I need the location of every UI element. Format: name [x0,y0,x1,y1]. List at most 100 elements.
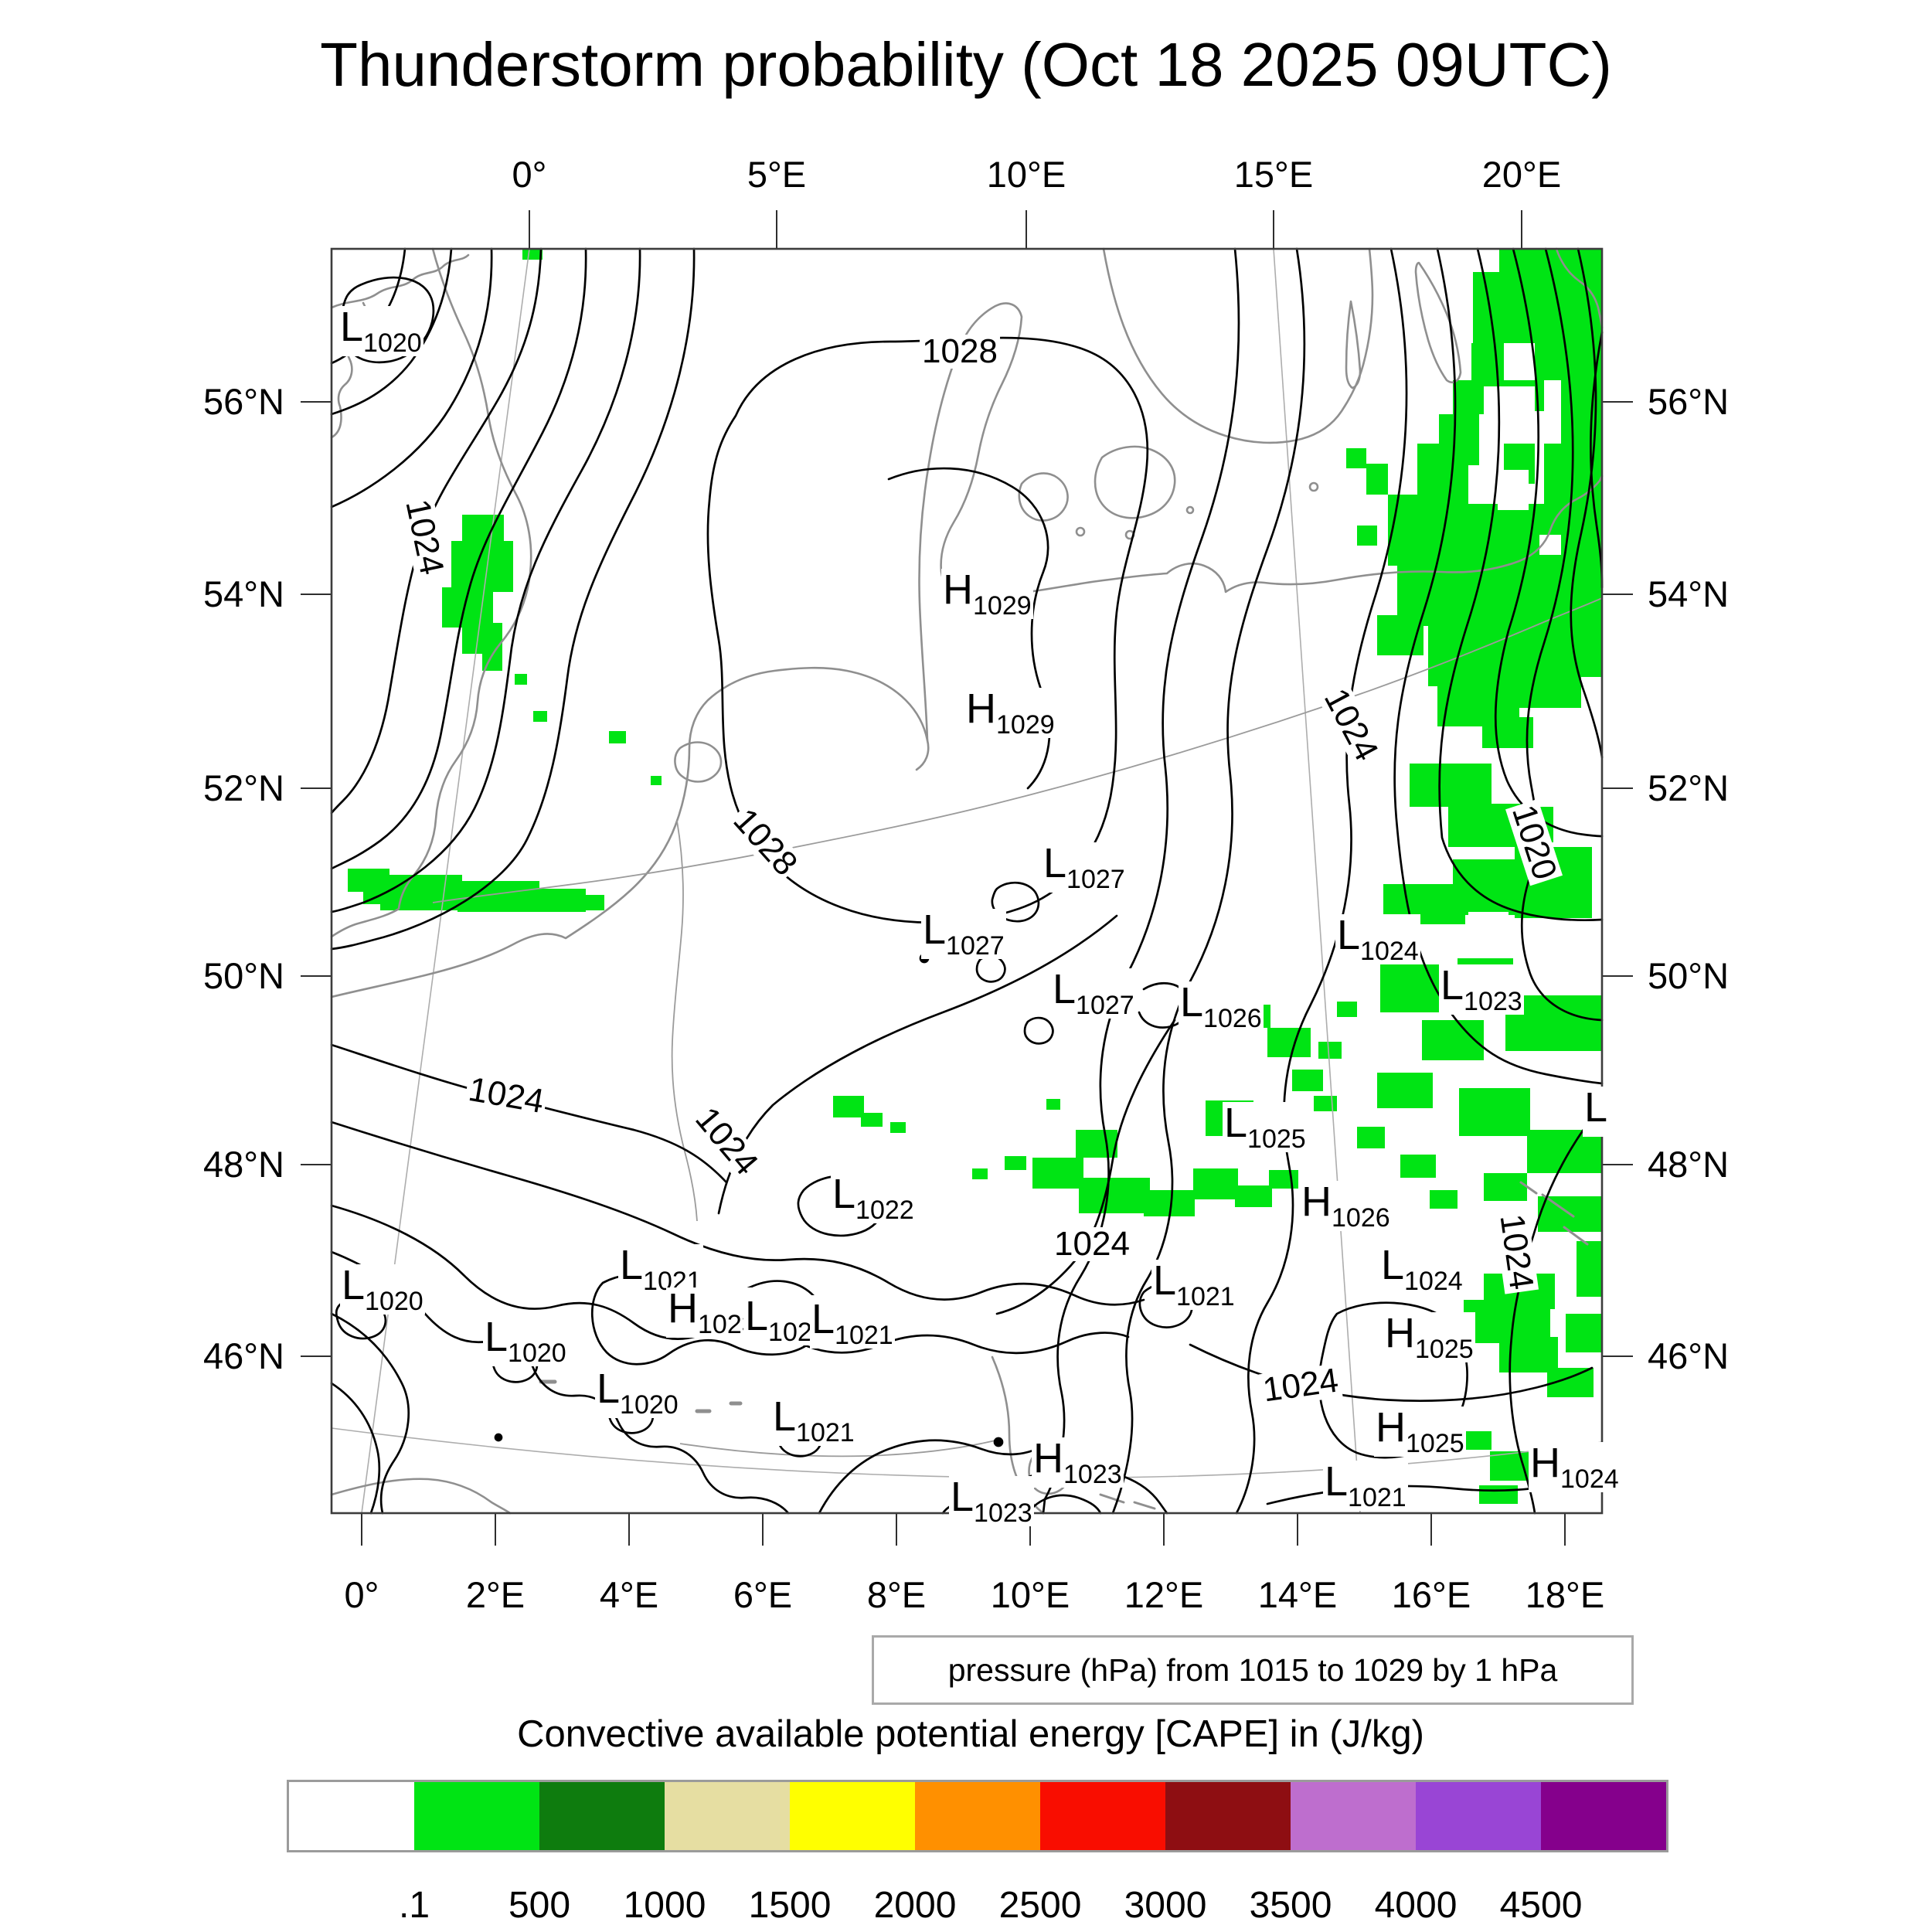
pressure-center-letter: L [340,304,364,350]
pressure-center-label: L1020 [340,1264,425,1315]
pressure-center-value: 1020 [363,328,422,358]
cape-colorbar-cell [289,1782,414,1850]
cape-colorbar-tick-label: 500 [508,1885,571,1926]
pressure-center-value: 1027 [1076,991,1134,1020]
cape-colorbar-cell [915,1782,1040,1850]
right-axis-label: 48°N [1648,1144,1730,1185]
top-axis-label: 15°E [1233,154,1314,195]
pressure-center-label: L1021 [771,1396,856,1446]
pressure-center-value: 1024 [1360,937,1419,966]
cape-colorbar-cell [665,1782,790,1850]
pressure-center-label: L1020 [595,1368,680,1418]
pressure-center-label: L1023 [1439,964,1524,1015]
pressure-center-value: 1020 [620,1390,679,1420]
left-axis-label: 56°N [202,381,284,422]
pressure-center-label: H1025 [1383,1312,1475,1362]
pressure-center-label: L1024 [1379,1244,1464,1294]
pressure-center-value: 1021 [835,1321,893,1350]
pressure-center-value: 1027 [1066,865,1125,894]
cape-colorbar-cell [414,1782,539,1850]
pressure-center-value: 1025 [1247,1124,1306,1154]
top-axis-label: 10°E [986,154,1066,195]
right-axis-label: 52°N [1648,767,1730,808]
cape-colorbar-cell [539,1782,665,1850]
pressure-center-letter: H [943,566,973,613]
bottom-axis-label: 0° [344,1574,379,1615]
left-axis-label: 52°N [202,767,284,808]
pressure-center-value: 1020 [508,1338,566,1368]
pressure-center-label: L1027 [921,909,1006,959]
isobar-value-label: 1028 [920,335,1000,369]
pressure-center-letter: L [923,906,947,953]
pressure-center-label: L1027 [1051,968,1136,1019]
pressure-center-value: 1021 [796,1418,855,1447]
left-axis-label: 48°N [202,1144,284,1185]
pressure-center-value: 1029 [973,591,1032,621]
pressure-center-letter: H [668,1285,698,1332]
cape-colorbar [287,1780,1668,1852]
pressure-center-label: H1029 [964,688,1056,738]
cape-colorbar-cell [1541,1782,1666,1850]
pressure-center-label: L1021 [1323,1461,1408,1511]
pressure-center-value: 1025 [1406,1429,1464,1458]
pressure-center-letter: L [1337,912,1361,958]
pressure-center-value: 1026 [1332,1203,1390,1233]
pressure-center-label: H1025 [1374,1406,1466,1457]
pressure-center-label: H1024 [1529,1442,1621,1492]
pressure-center-letter: H [1301,1179,1332,1225]
bottom-axis-label: 18°E [1525,1574,1605,1615]
pressure-center-letter: H [1530,1440,1560,1486]
pressure-center-value: 1024 [1560,1464,1619,1494]
pressure-center-value: 1021 [1176,1282,1235,1311]
right-axis-label: 54°N [1648,573,1730,614]
bottom-axis-label: 14°E [1257,1574,1338,1615]
left-axis-label: 46°N [202,1335,284,1376]
pressure-center-value: 1027 [946,931,1005,961]
left-axis-label: 50°N [202,955,284,996]
cape-colorbar-cell [1291,1782,1416,1850]
pressure-center-value: 1023 [1063,1460,1122,1489]
cape-colorbar-tick-label: 4000 [1374,1885,1458,1926]
pressure-center-letter: H [966,685,996,732]
pressure-center-label: L1027 [1042,842,1127,893]
pressure-center-value: 1026 [1203,1004,1262,1033]
pressure-center-letter: L [1053,966,1077,1012]
bottom-axis-label: 4°E [599,1574,659,1615]
cape-colorbar-cell [1165,1782,1291,1850]
pressure-center-label: L1022 [831,1173,916,1223]
pressure-center-letter: L [811,1296,835,1342]
pressure-center-letter: L [1325,1458,1349,1505]
pressure-center-letter: L [1440,962,1464,1009]
pressure-center-label: L1021 [810,1298,895,1349]
pressure-center-label: L [1583,1084,1610,1137]
pressure-center-value: 1024 [1404,1267,1463,1296]
page-title: Thunderstorm probability (Oct 18 2025 09… [320,30,1612,99]
pressure-center-label: L1020 [338,306,423,356]
cape-shading-gaps [1431,309,1535,943]
pressure-center-value: 1029 [996,710,1055,740]
cape-colorbar-tick-label: 2500 [998,1885,1082,1926]
right-axis-label: 50°N [1648,955,1730,996]
pressure-center-value: 1021 [1348,1483,1406,1512]
pressure-center-value: 1022 [855,1196,914,1225]
top-axis-label: 0° [512,154,547,195]
pressure-center-label: L1024 [1335,914,1420,964]
pressure-center-letter: L [951,1474,975,1520]
pressure-center-letter: H [1376,1404,1406,1451]
pressure-center-label: H1029 [941,569,1033,619]
pressure-center-letter: L [1584,1084,1608,1131]
top-axis-label: 5°E [747,154,807,195]
isobar-value-label: 1024 [1052,1227,1132,1261]
top-axis-label: 20°E [1481,154,1562,195]
pressure-caption-text: pressure (hPa) from 1015 to 1029 by 1 hP… [947,1651,1558,1688]
cape-colorbar-tick-label: .1 [398,1885,430,1926]
pressure-center-label: L1021 [1151,1260,1236,1310]
pressure-center-label: H1023 [1032,1437,1124,1488]
pressure-center-letter: L [1153,1257,1177,1304]
bottom-axis-label: 10°E [990,1574,1070,1615]
pressure-center-label: L1020 [483,1316,568,1366]
pressure-center-letter: L [597,1366,621,1412]
pressure-center-value: 1023 [1464,987,1522,1016]
pressure-center-label: H1026 [1300,1181,1392,1231]
